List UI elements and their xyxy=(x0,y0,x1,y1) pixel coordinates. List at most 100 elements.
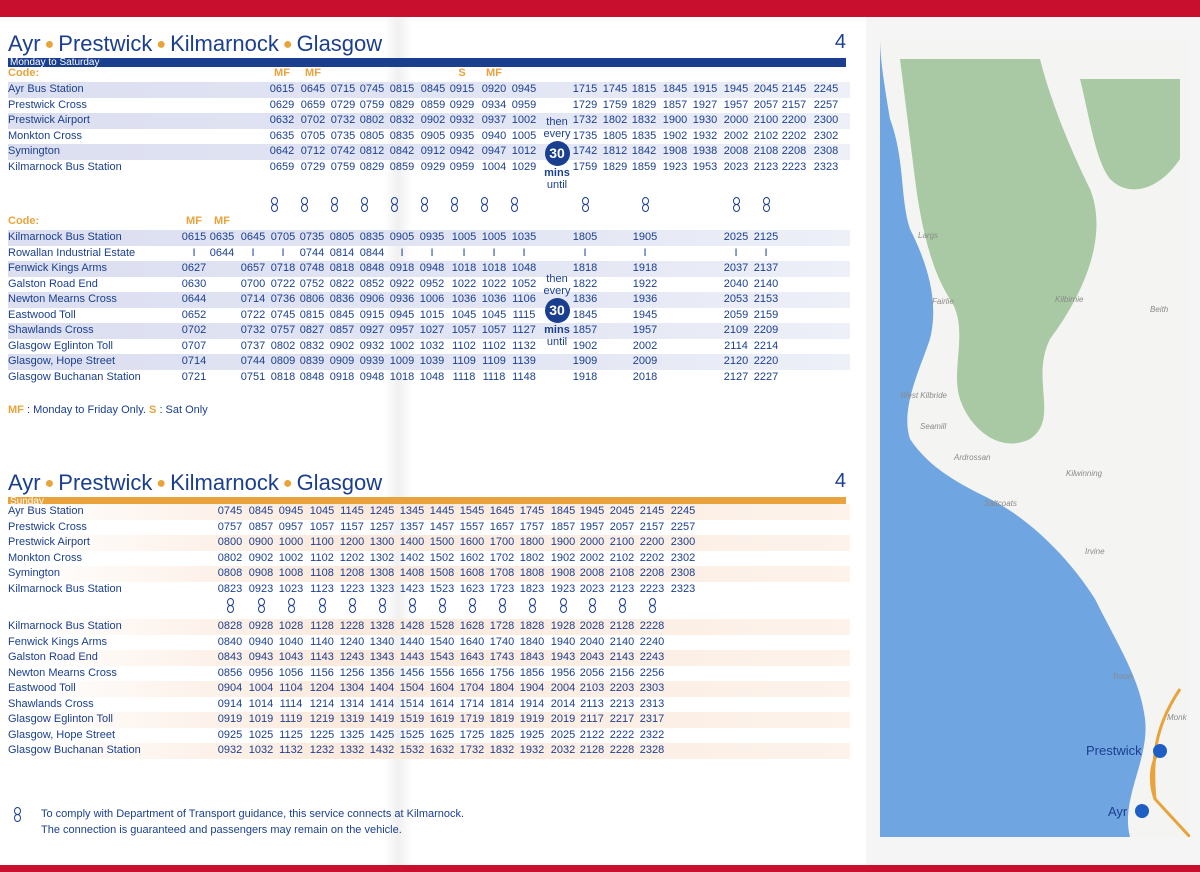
timetable-row: Glasgow, Hope Street 0925 1025 1125 1225 1325… xyxy=(8,728,850,744)
departure-time: 1018 xyxy=(451,262,477,274)
stop-name: Glasgow, Hope Street xyxy=(8,728,116,741)
stop-name: Glasgow, Hope Street xyxy=(8,355,116,367)
departure-time: 0848 xyxy=(299,370,325,383)
departure-time: 2100 xyxy=(609,536,635,548)
connection-link-icon xyxy=(407,598,417,614)
timetable-row: Prestwick Airport 0632 0702 0732 0802 0832 090… xyxy=(8,113,850,129)
departure-time: 0714 xyxy=(240,293,266,305)
departure-time: 2137 xyxy=(753,262,779,274)
departure-time: 2127 xyxy=(723,370,749,383)
departure-time: 1057 xyxy=(481,324,507,336)
departure-time: 1256 xyxy=(339,666,365,679)
departure-time: I xyxy=(734,246,738,259)
departure-time: 2128 xyxy=(609,620,635,632)
departure-time: 1404 xyxy=(369,682,395,694)
departure-time: 1840 xyxy=(519,635,545,648)
stop-name: Kilmarnock Bus Station xyxy=(8,582,122,595)
departure-time: 1900 xyxy=(550,536,576,548)
departure-time: 1132 xyxy=(512,339,536,352)
timetable-row: Fenwick Kings Arms 0627 0657 0718 0748 0818 08… xyxy=(8,261,850,277)
stop-name: Glasgow Eglinton Toll xyxy=(8,339,113,352)
departure-time: 0840 xyxy=(217,635,243,648)
departure-time: 1025 xyxy=(248,728,274,741)
departure-time: 0800 xyxy=(217,536,243,548)
departure-time: 1028 xyxy=(278,620,304,632)
departure-time: 0945 xyxy=(278,505,304,517)
departure-time: 1729 xyxy=(572,98,598,111)
departure-time: 1048 xyxy=(511,262,537,274)
departure-time: 1005 xyxy=(511,129,537,142)
departure-time: 1919 xyxy=(519,713,545,725)
title-part: Glasgow xyxy=(296,31,383,56)
connection-link-icon xyxy=(647,598,657,614)
service-code: MF xyxy=(486,67,502,79)
departure-time: 2000 xyxy=(579,536,605,548)
departure-time: 1006 xyxy=(419,293,445,305)
departure-time: 2108 xyxy=(609,567,635,579)
departure-time: 2157 xyxy=(639,520,665,533)
departure-time: 1423 xyxy=(399,582,425,595)
departure-time: 0857 xyxy=(329,324,355,336)
departure-time: 1905 xyxy=(632,231,658,243)
departure-time: 0932 xyxy=(217,744,243,756)
departure-time: 1745 xyxy=(519,505,545,517)
departure-time: 1632 xyxy=(429,744,455,756)
departure-time: 0959 xyxy=(511,98,537,111)
departure-time: 1602 xyxy=(459,551,485,564)
departure-time: 1102 xyxy=(310,551,334,564)
day-band: Sunday xyxy=(8,496,846,507)
departure-time: 1045 xyxy=(451,308,477,321)
departure-time: I xyxy=(764,246,768,259)
timetable-row: Glasgow Eglinton Toll 0707 0737 0802 0832 090… xyxy=(8,339,850,355)
departure-time: 2059 xyxy=(723,308,749,321)
departure-time: 1923 xyxy=(550,582,576,595)
departure-time: 1128 xyxy=(310,620,334,632)
departure-time: 1859 xyxy=(631,160,657,173)
departure-time: 0956 xyxy=(248,666,274,679)
departure-time: 1528 xyxy=(429,620,455,632)
departure-time: 2025 xyxy=(723,231,749,243)
departure-time: 0843 xyxy=(217,651,243,663)
stop-name: Symington xyxy=(8,567,60,579)
departure-time: 2028 xyxy=(579,620,605,632)
departure-time: 1945 xyxy=(579,505,605,517)
departure-time: 2002 xyxy=(579,551,605,564)
departure-time: 1300 xyxy=(369,536,395,548)
place-label: Kilbirnie xyxy=(1055,295,1084,304)
departure-time: 0732 xyxy=(240,324,266,336)
departure-time: 2103 xyxy=(579,682,605,694)
day-band-label: Monday to Saturday xyxy=(10,57,100,68)
departure-time: 2056 xyxy=(579,666,605,679)
timetable-row: Monkton Cross 0635 0705 0735 0805 0835 0905 093… xyxy=(8,129,850,145)
departure-time: 1532 xyxy=(399,744,425,756)
sunday-title: Ayr ● Prestwick ● Kilmarnock ● Glasgow xyxy=(8,470,383,495)
departure-time: I xyxy=(430,246,434,259)
departure-time: 2317 xyxy=(639,713,665,725)
departure-time: 1340 xyxy=(369,635,395,648)
departure-time: 2308 xyxy=(670,567,696,579)
place-label: Irvine xyxy=(1085,547,1105,556)
place-label: Kilwinning xyxy=(1066,469,1103,478)
departure-time: 0712 xyxy=(300,145,326,157)
departure-time: 2120 xyxy=(723,355,749,367)
departure-time: 0919 xyxy=(217,713,243,725)
departure-time: 1643 xyxy=(459,651,485,663)
departure-time: 2053 xyxy=(723,293,749,305)
departure-time: 0829 xyxy=(389,98,415,111)
frequency-note: then every 30 mins until xyxy=(538,116,576,191)
departure-time: 0914 xyxy=(217,697,243,710)
departure-time: 1009 xyxy=(389,355,415,367)
title-part: Glasgow xyxy=(296,470,383,495)
departure-time: 0635 xyxy=(269,129,295,142)
departure-time: 2143 xyxy=(609,651,635,663)
departure-time: 1715 xyxy=(572,83,598,95)
departure-time: 0657 xyxy=(240,262,266,274)
departure-time: 1040 xyxy=(278,635,304,648)
service-code: MF xyxy=(305,67,321,79)
departure-time: 2018 xyxy=(632,370,658,383)
timetable-row: Glasgow Eglinton Toll 0919 1019 1119 1219 131… xyxy=(8,712,850,728)
departure-time: 2209 xyxy=(753,324,779,336)
departure-time: 2228 xyxy=(609,744,635,756)
departure-time: 1825 xyxy=(489,728,515,741)
departure-time: 1832 xyxy=(631,114,657,126)
